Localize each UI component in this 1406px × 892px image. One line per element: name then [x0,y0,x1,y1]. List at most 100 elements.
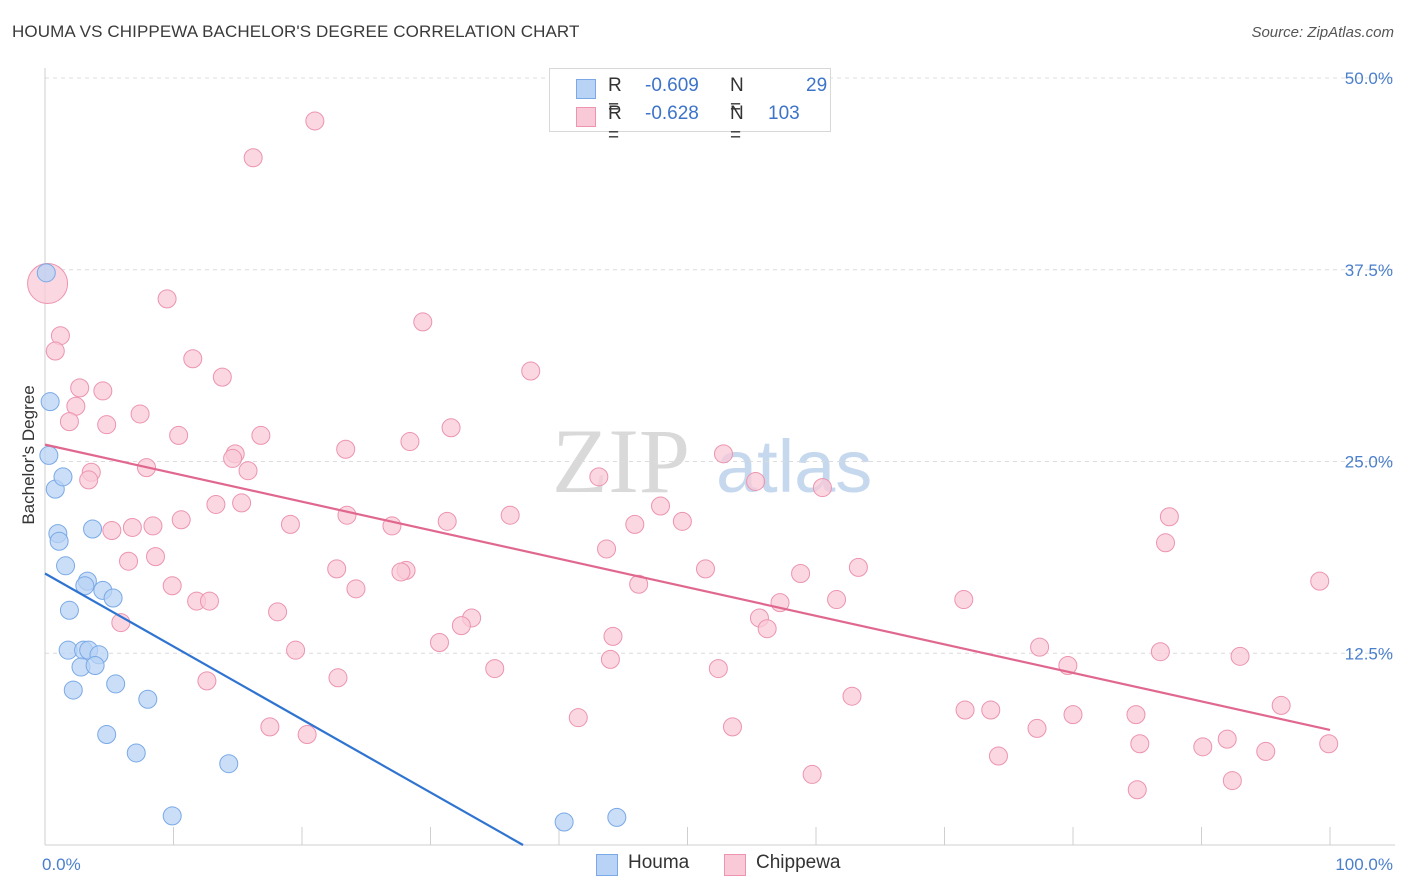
chippewa-point [757,619,777,639]
houma-point [36,263,56,283]
houma-point [53,467,73,487]
chippewa-point [713,444,733,464]
chippewa-point [722,717,742,737]
chippewa-point [183,349,203,369]
houma-point [85,656,105,676]
chippewa-point [848,557,868,577]
chippewa-point [79,470,99,490]
chippewa-point [451,616,471,636]
legend-n-value: 103 [768,103,800,124]
source-label: Source: ZipAtlas.com [1251,24,1394,41]
houma-point [162,806,182,826]
watermark-atlas: atlas [716,425,872,508]
chippewa-point [1230,646,1250,666]
houma-point [49,531,69,551]
chippewa-point [695,559,715,579]
chippewa-swatch [724,854,746,876]
legend-r-value: -0.628 [645,103,699,124]
chippewa-point [268,602,288,622]
chippewa-point [122,517,142,537]
chippewa-point [93,381,113,401]
chippewa-point [812,478,832,498]
trendlines [44,443,1331,846]
chippewa-point [199,591,219,611]
houma-point [63,680,83,700]
chippewa-point [297,725,317,745]
houma-point [138,689,158,709]
chippewa-point [485,659,505,679]
chippewa-point [1159,507,1179,527]
chippewa-point [232,493,252,513]
bottom-legend-label: Chippewa [756,852,841,873]
chippewa-point [1126,705,1146,725]
legend-n-value: 29 [806,75,828,96]
chippewa-point [327,559,347,579]
houma-point [103,588,123,608]
chippewa-point [243,148,263,168]
chippewa-point [500,505,520,525]
chippewa-point [1271,695,1291,715]
y-tick-label: 50.0% [1345,69,1393,88]
chippewa-point [1217,729,1237,749]
chippewa-point [1030,637,1050,657]
legend-n-label: N = [730,75,744,118]
houma-point [56,556,76,576]
chippewa-point [568,708,588,728]
chippewa-point [708,659,728,679]
chippewa-point [197,671,217,691]
chippewa-point [1222,771,1242,791]
chippewa-point [260,717,280,737]
chippewa-point [842,686,862,706]
houma-swatch [596,854,618,876]
chippewa-point [119,551,139,571]
chippewa-swatch [576,107,596,127]
bottom-legend-label: Houma [628,852,690,873]
chippewa-point [400,432,420,452]
chippewa-point [1027,718,1047,738]
chippewa-point [429,633,449,653]
chippewa-point [437,511,457,531]
chippewa-point [955,700,975,720]
houma-point [59,600,79,620]
chippewa-point [1150,642,1170,662]
chippewa-point [1127,780,1147,800]
houma-point [554,812,574,832]
chippewa-point [802,764,822,784]
chippewa-point [223,448,243,468]
chippewa-point [827,590,847,610]
chippewa-point [169,425,189,445]
chippewa-point [336,439,356,459]
houma-point [219,754,239,774]
chippewa-point [1193,737,1213,757]
chippewa-point [988,746,1008,766]
y-tick-label: 25.0% [1345,453,1393,472]
chippewa-point [791,563,811,583]
chippewa-point [143,516,163,536]
chippewa-point [238,461,258,481]
x-tick-labels: 0.0% 100.0% [42,855,1393,874]
chippewa-point [413,312,433,332]
chippewa-point [346,579,366,599]
chippewa-point [1130,734,1150,754]
chippewa-point [746,471,766,491]
houma-point [97,725,117,745]
chippewa-point [625,514,645,534]
x-tick-label: 100.0% [1335,855,1393,874]
legend-r-label: R = [608,103,622,146]
chippewa-point [171,510,191,530]
chippewa-point [1319,734,1339,754]
chippewa-point [162,576,182,596]
chippewa-point [629,574,649,594]
chippewa-point [391,562,411,582]
chippewa-point [206,494,226,514]
y-tick-labels: 12.5% 25.0% 37.5% 50.0% [1345,69,1393,663]
y-tick-label: 37.5% [1345,261,1393,280]
chippewa-point [954,590,974,610]
houma-point [75,576,95,596]
chippewa-point [1063,705,1083,725]
chippewa-point [597,539,617,559]
chippewa-point [603,626,623,646]
chippewa-point [1310,571,1330,591]
chippewa-point [212,367,232,387]
